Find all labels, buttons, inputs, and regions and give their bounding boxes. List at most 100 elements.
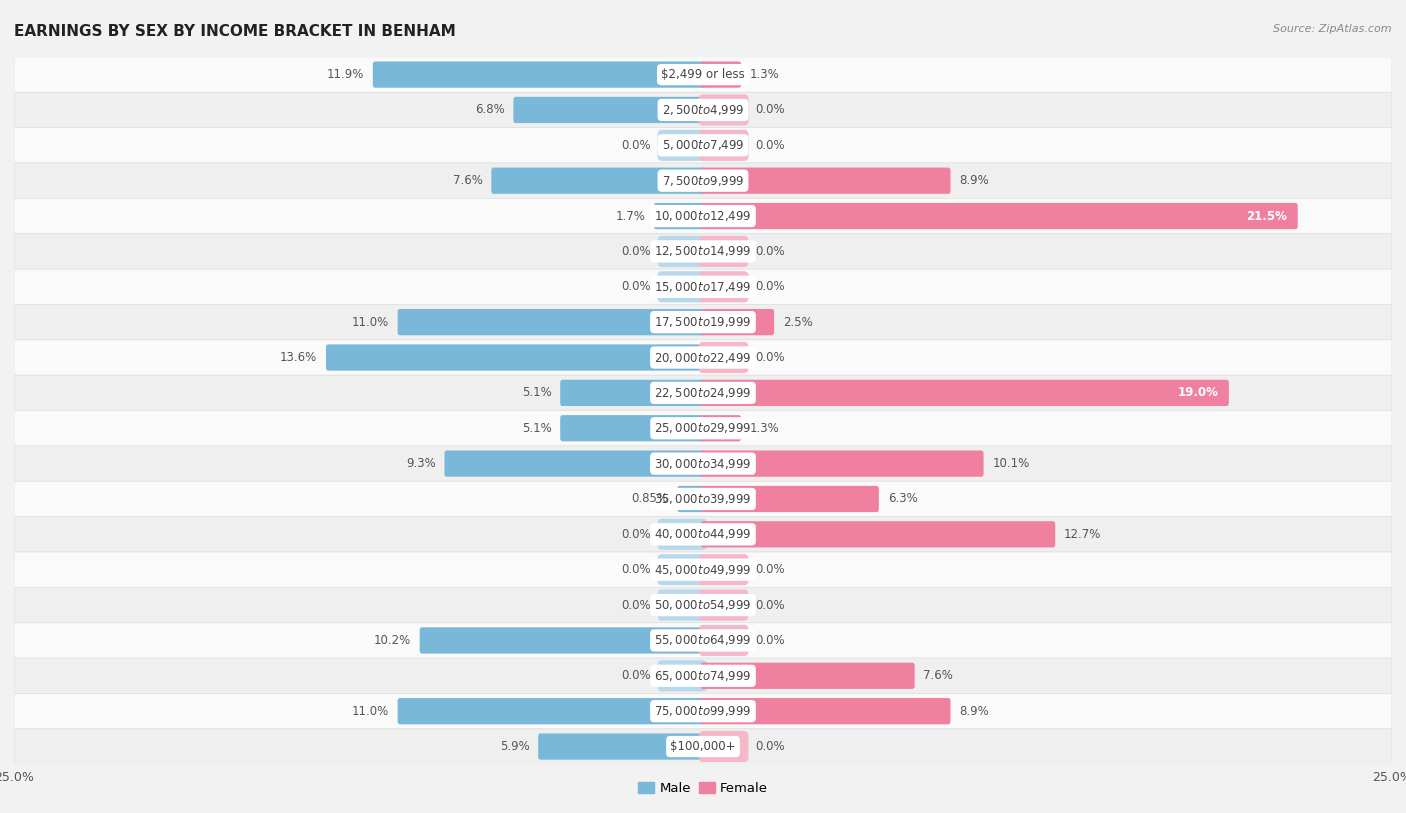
FancyBboxPatch shape [14, 411, 1392, 446]
FancyBboxPatch shape [538, 733, 706, 759]
FancyBboxPatch shape [14, 269, 1392, 304]
Text: 0.0%: 0.0% [755, 103, 785, 116]
Text: 10.1%: 10.1% [993, 457, 1029, 470]
Text: 10.2%: 10.2% [374, 634, 411, 647]
Text: $10,000 to $12,499: $10,000 to $12,499 [654, 209, 752, 223]
Text: $30,000 to $34,999: $30,000 to $34,999 [654, 457, 752, 471]
Text: 11.9%: 11.9% [326, 68, 364, 81]
FancyBboxPatch shape [14, 128, 1392, 163]
FancyBboxPatch shape [14, 659, 1392, 693]
Text: 0.0%: 0.0% [755, 740, 785, 753]
FancyBboxPatch shape [700, 521, 1056, 547]
Text: 1.7%: 1.7% [616, 210, 645, 223]
Text: $22,500 to $24,999: $22,500 to $24,999 [654, 386, 752, 400]
Text: 0.0%: 0.0% [755, 139, 785, 152]
Text: 12.7%: 12.7% [1064, 528, 1101, 541]
FancyBboxPatch shape [699, 94, 748, 125]
FancyBboxPatch shape [560, 380, 706, 406]
FancyBboxPatch shape [513, 97, 706, 123]
Text: 0.0%: 0.0% [621, 669, 651, 682]
FancyBboxPatch shape [700, 450, 984, 476]
FancyBboxPatch shape [658, 272, 707, 302]
Text: $2,499 or less: $2,499 or less [661, 68, 745, 81]
FancyBboxPatch shape [419, 628, 706, 654]
Text: 0.0%: 0.0% [755, 563, 785, 576]
FancyBboxPatch shape [700, 167, 950, 193]
FancyBboxPatch shape [398, 698, 706, 724]
Text: 7.6%: 7.6% [453, 174, 482, 187]
FancyBboxPatch shape [700, 486, 879, 512]
Text: $35,000 to $39,999: $35,000 to $39,999 [654, 492, 752, 506]
FancyBboxPatch shape [444, 450, 706, 476]
FancyBboxPatch shape [699, 130, 748, 161]
Text: 0.0%: 0.0% [621, 139, 651, 152]
FancyBboxPatch shape [678, 486, 706, 512]
FancyBboxPatch shape [658, 589, 707, 620]
FancyBboxPatch shape [700, 380, 1229, 406]
FancyBboxPatch shape [700, 309, 775, 335]
FancyBboxPatch shape [699, 272, 748, 302]
Text: $25,000 to $29,999: $25,000 to $29,999 [654, 421, 752, 435]
FancyBboxPatch shape [14, 340, 1392, 375]
Text: 0.0%: 0.0% [621, 563, 651, 576]
Text: 5.1%: 5.1% [522, 422, 551, 435]
Text: $12,500 to $14,999: $12,500 to $14,999 [654, 245, 752, 259]
Text: 21.5%: 21.5% [1246, 210, 1288, 223]
Text: 8.9%: 8.9% [959, 174, 988, 187]
FancyBboxPatch shape [14, 198, 1392, 234]
FancyBboxPatch shape [699, 342, 748, 373]
Text: 5.9%: 5.9% [499, 740, 530, 753]
FancyBboxPatch shape [491, 167, 706, 193]
FancyBboxPatch shape [560, 415, 706, 441]
FancyBboxPatch shape [14, 234, 1392, 269]
FancyBboxPatch shape [14, 552, 1392, 587]
FancyBboxPatch shape [326, 345, 706, 371]
FancyBboxPatch shape [373, 62, 706, 88]
Text: 8.9%: 8.9% [959, 705, 988, 718]
Text: $55,000 to $64,999: $55,000 to $64,999 [654, 633, 752, 647]
Text: $65,000 to $74,999: $65,000 to $74,999 [654, 669, 752, 683]
FancyBboxPatch shape [700, 203, 1298, 229]
Text: EARNINGS BY SEX BY INCOME BRACKET IN BENHAM: EARNINGS BY SEX BY INCOME BRACKET IN BEN… [14, 24, 456, 39]
Text: 0.0%: 0.0% [755, 598, 785, 611]
Text: 13.6%: 13.6% [280, 351, 318, 364]
Text: 0.0%: 0.0% [755, 245, 785, 258]
Text: 6.3%: 6.3% [887, 493, 917, 506]
FancyBboxPatch shape [700, 62, 741, 88]
Text: $20,000 to $22,499: $20,000 to $22,499 [654, 350, 752, 364]
Text: 7.6%: 7.6% [924, 669, 953, 682]
Text: 0.0%: 0.0% [755, 351, 785, 364]
Text: 0.0%: 0.0% [621, 280, 651, 293]
Text: 11.0%: 11.0% [352, 705, 389, 718]
FancyBboxPatch shape [658, 554, 707, 585]
FancyBboxPatch shape [14, 517, 1392, 552]
FancyBboxPatch shape [699, 236, 748, 267]
Text: 1.3%: 1.3% [749, 68, 779, 81]
FancyBboxPatch shape [658, 519, 707, 550]
FancyBboxPatch shape [658, 236, 707, 267]
FancyBboxPatch shape [14, 481, 1392, 517]
FancyBboxPatch shape [14, 163, 1392, 198]
Text: $75,000 to $99,999: $75,000 to $99,999 [654, 704, 752, 718]
Text: Source: ZipAtlas.com: Source: ZipAtlas.com [1274, 24, 1392, 34]
Text: 9.3%: 9.3% [406, 457, 436, 470]
FancyBboxPatch shape [398, 309, 706, 335]
FancyBboxPatch shape [700, 415, 741, 441]
Text: $45,000 to $49,999: $45,000 to $49,999 [654, 563, 752, 576]
FancyBboxPatch shape [14, 729, 1392, 764]
FancyBboxPatch shape [14, 446, 1392, 481]
FancyBboxPatch shape [14, 587, 1392, 623]
FancyBboxPatch shape [658, 130, 707, 161]
FancyBboxPatch shape [14, 92, 1392, 128]
Text: $7,500 to $9,999: $7,500 to $9,999 [662, 174, 744, 188]
FancyBboxPatch shape [699, 625, 748, 656]
FancyBboxPatch shape [14, 623, 1392, 659]
Text: 0.85%: 0.85% [631, 493, 669, 506]
Legend: Male, Female: Male, Female [633, 776, 773, 800]
Text: $15,000 to $17,499: $15,000 to $17,499 [654, 280, 752, 293]
Text: $17,500 to $19,999: $17,500 to $19,999 [654, 315, 752, 329]
FancyBboxPatch shape [699, 589, 748, 620]
FancyBboxPatch shape [700, 663, 915, 689]
Text: 5.1%: 5.1% [522, 386, 551, 399]
Text: 11.0%: 11.0% [352, 315, 389, 328]
